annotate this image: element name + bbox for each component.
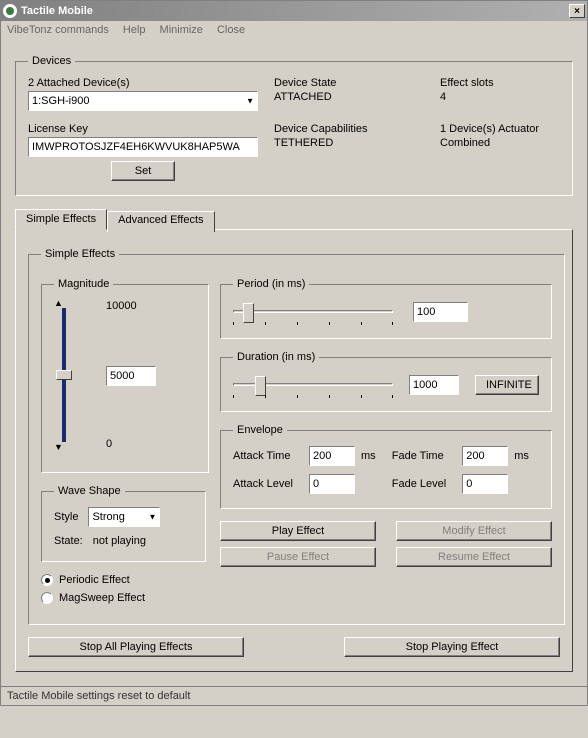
simple-effects-group: Simple Effects Magnitude ▲	[28, 248, 565, 625]
duration-legend: Duration (in ms)	[233, 351, 319, 363]
stop-all-button[interactable]: Stop All Playing Effects	[28, 637, 244, 657]
radio-dot-icon	[41, 592, 53, 604]
attack-time-label: Attack Time	[233, 450, 303, 462]
envelope-group: Envelope Attack Time ms Fade Time ms Att…	[220, 424, 552, 509]
envelope-legend: Envelope	[233, 424, 287, 436]
duration-input[interactable]	[409, 375, 459, 395]
style-label: Style	[54, 511, 78, 523]
magnitude-max: 10000	[106, 300, 137, 312]
fade-time-label: Fade Time	[392, 450, 457, 462]
state-label: State:	[54, 535, 83, 547]
style-select[interactable]: Strong	[88, 507, 160, 527]
period-input[interactable]	[413, 302, 468, 322]
menu-minimize[interactable]: Minimize	[160, 24, 203, 36]
magsweep-radio[interactable]: MagSweep Effect	[41, 592, 206, 604]
tab-panel-simple: Simple Effects Magnitude ▲	[15, 229, 573, 672]
resume-effect-button[interactable]: Resume Effect	[396, 547, 552, 567]
play-effect-button[interactable]: Play Effect	[220, 521, 376, 541]
effect-slots-label: Effect slots	[440, 77, 560, 89]
window-close-button[interactable]: ×	[569, 4, 585, 18]
fade-level-input[interactable]	[462, 474, 508, 494]
license-label: License Key	[28, 123, 258, 135]
status-text: Tactile Mobile settings reset to default	[7, 690, 190, 702]
window-title: Tactile Mobile	[21, 5, 93, 17]
period-group: Period (in ms)	[220, 278, 552, 339]
magnitude-min: 0	[106, 438, 112, 450]
ms-label: ms	[514, 450, 539, 462]
content-area: Devices 2 Attached Device(s) 1:SGH-i900 …	[1, 39, 587, 686]
radio-dot-icon	[41, 574, 53, 586]
menu-vibetonz[interactable]: VibeTonz commands	[7, 24, 109, 36]
period-thumb[interactable]	[243, 303, 254, 323]
wave-shape-legend: Wave Shape	[54, 485, 125, 497]
status-bar: Tactile Mobile settings reset to default	[1, 686, 587, 705]
tab-advanced-effects[interactable]: Advanced Effects	[107, 211, 214, 232]
title-bar[interactable]: Tactile Mobile ×	[1, 1, 587, 21]
fade-level-label: Fade Level	[392, 478, 457, 490]
periodic-radio[interactable]: Periodic Effect	[41, 574, 206, 586]
actuator-value: Combined	[440, 137, 560, 149]
menu-bar: VibeTonz commands Help Minimize Close	[1, 21, 587, 39]
magnitude-input[interactable]	[106, 366, 156, 386]
attack-time-input[interactable]	[309, 446, 355, 466]
device-state-label: Device State	[274, 77, 424, 89]
fade-time-input[interactable]	[462, 446, 508, 466]
pause-effect-button[interactable]: Pause Effect	[220, 547, 376, 567]
period-legend: Period (in ms)	[233, 278, 309, 290]
attack-level-input[interactable]	[309, 474, 355, 494]
menu-close[interactable]: Close	[217, 24, 245, 36]
license-input[interactable]	[28, 137, 258, 157]
period-slider[interactable]	[233, 300, 393, 324]
state-value: not playing	[93, 535, 146, 547]
device-state-value: ATTACHED	[274, 91, 424, 103]
effect-slots-value: 4	[440, 91, 560, 103]
duration-slider[interactable]	[233, 373, 393, 397]
simple-effects-legend: Simple Effects	[41, 248, 119, 260]
attack-level-label: Attack Level	[233, 478, 303, 490]
magnitude-slider[interactable]	[54, 308, 74, 442]
tabs: Simple Effects Advanced Effects	[15, 209, 573, 230]
app-window: Tactile Mobile × VibeTonz commands Help …	[0, 0, 588, 706]
actuator-label: 1 Device(s) Actuator	[440, 123, 560, 135]
menu-help[interactable]: Help	[123, 24, 146, 36]
magnitude-legend: Magnitude	[54, 278, 113, 290]
device-caps-label: Device Capabilities	[274, 123, 424, 135]
attached-label: 2 Attached Device(s)	[28, 77, 258, 89]
stop-playing-button[interactable]: Stop Playing Effect	[344, 637, 560, 657]
magnitude-thumb[interactable]	[56, 370, 72, 380]
wave-shape-group: Wave Shape Style Strong State:	[41, 485, 206, 562]
magnitude-group: Magnitude ▲ ▼	[41, 278, 209, 473]
duration-thumb[interactable]	[255, 376, 266, 396]
arrow-up-icon: ▲	[54, 298, 63, 308]
devices-group: Devices 2 Attached Device(s) 1:SGH-i900 …	[15, 55, 573, 196]
tab-simple-effects[interactable]: Simple Effects	[15, 209, 107, 230]
device-caps-value: TETHERED	[274, 137, 424, 149]
app-icon	[3, 4, 17, 18]
duration-group: Duration (in ms) INFINITE	[220, 351, 552, 412]
arrow-down-icon: ▼	[54, 442, 63, 452]
devices-legend: Devices	[28, 55, 75, 67]
modify-effect-button[interactable]: Modify Effect	[396, 521, 552, 541]
set-button[interactable]: Set	[111, 161, 175, 181]
attached-device-select[interactable]: 1:SGH-i900	[28, 91, 258, 111]
infinite-button[interactable]: INFINITE	[475, 375, 539, 395]
ms-label: ms	[361, 450, 386, 462]
